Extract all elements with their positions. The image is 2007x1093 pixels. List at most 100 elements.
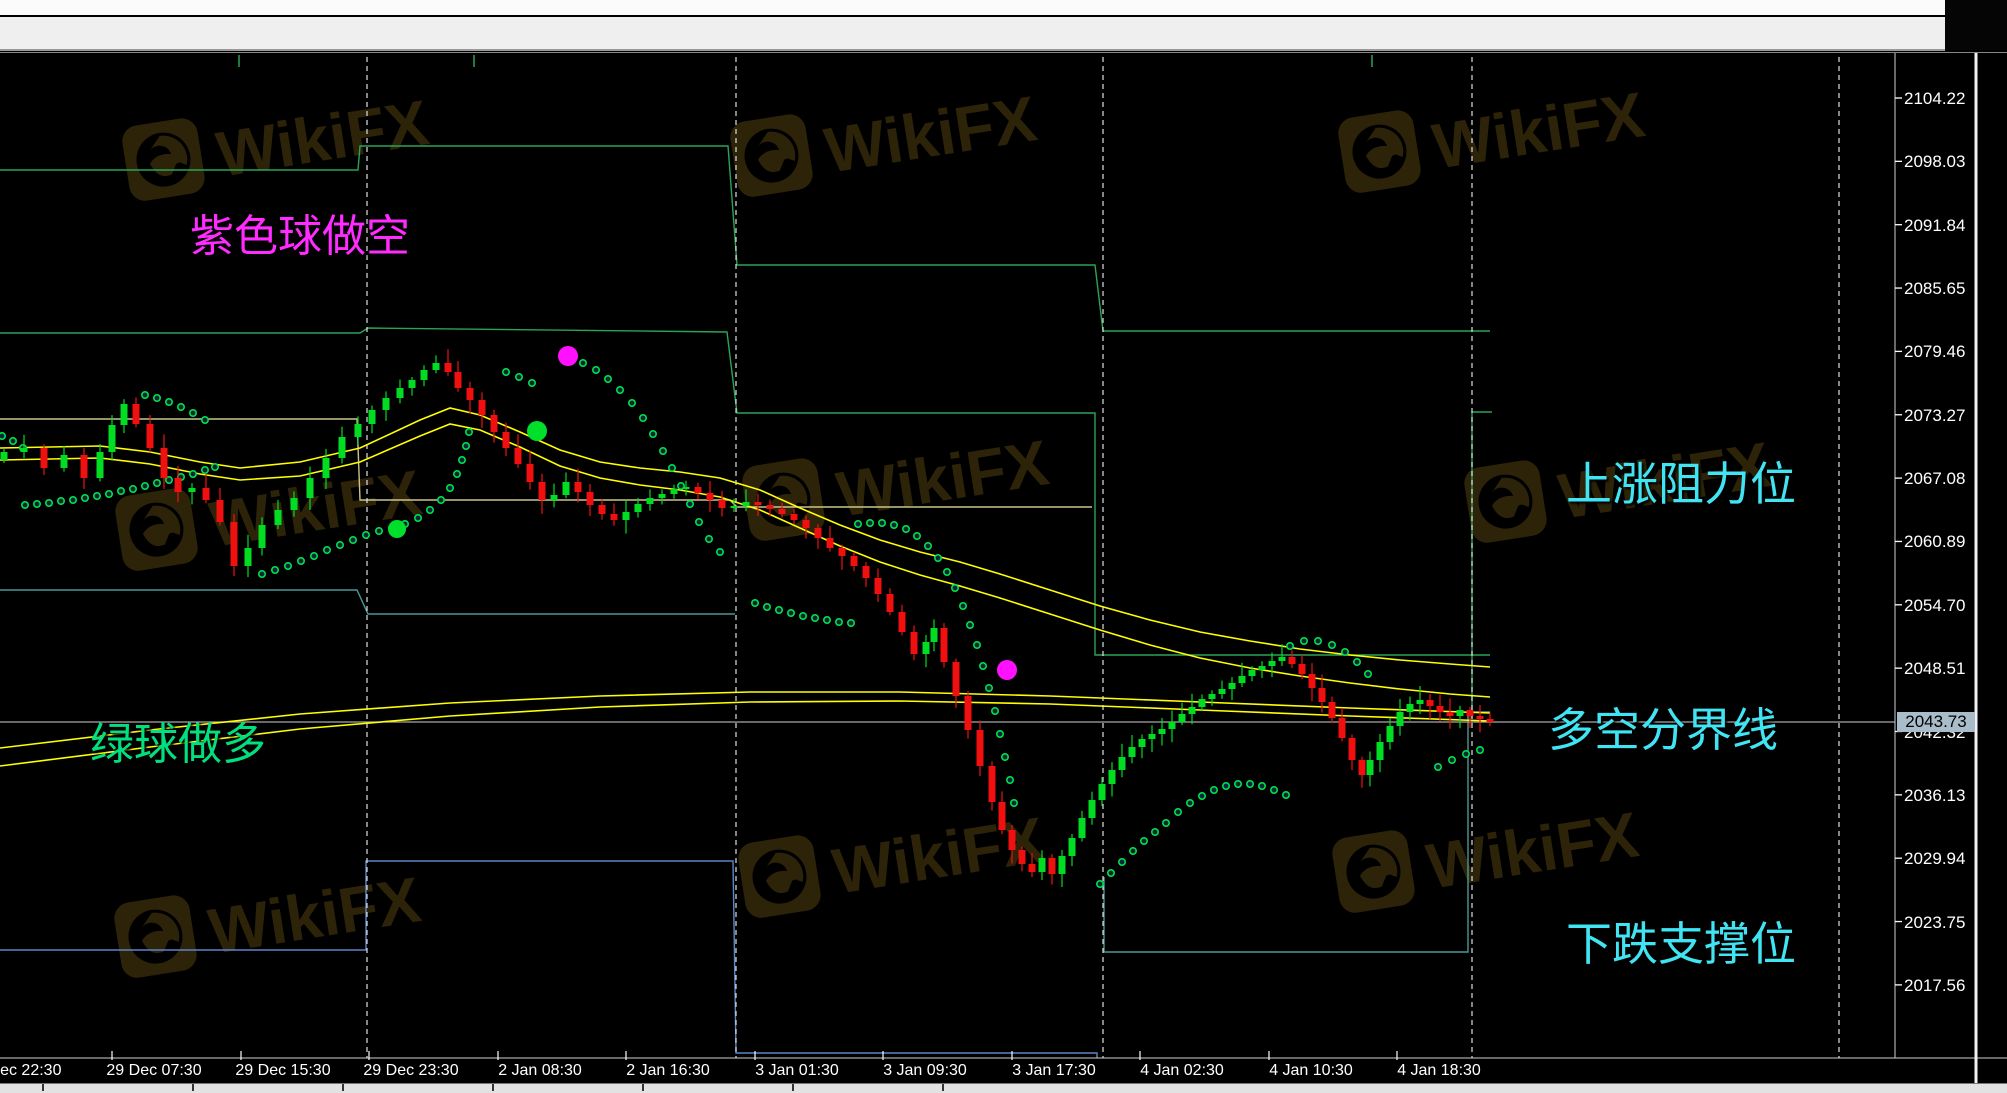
sar-dot xyxy=(603,374,612,383)
price-axis-label: 2036.13 xyxy=(1904,785,1966,805)
sar-dot xyxy=(923,541,932,550)
candle-body xyxy=(586,492,594,505)
price-axis-label: 2054.70 xyxy=(1904,595,1966,615)
candle-body xyxy=(444,363,452,372)
candle-body xyxy=(1456,710,1464,716)
candle-body xyxy=(1328,702,1336,718)
annotation-buy-text: 绿球做多 xyxy=(90,719,266,770)
plot-area[interactable]: WikiFX WikiFX WikiFX WikiFX WikiFX WikiFX Wiki… xyxy=(0,55,2007,1058)
sar-dot xyxy=(591,365,600,374)
candle-body xyxy=(290,498,298,510)
wikifx-watermark: WikiFX xyxy=(122,86,434,201)
sar-dot xyxy=(361,530,370,539)
candle-body xyxy=(454,372,462,388)
candle-body xyxy=(132,404,140,424)
sar-dot xyxy=(715,547,724,556)
candle-body xyxy=(1048,858,1056,874)
sar-dot xyxy=(1151,827,1160,836)
sell-ball-2 xyxy=(997,660,1017,680)
candle-body xyxy=(1358,760,1366,775)
box-line-blue-bottom-step xyxy=(0,860,1098,1058)
sar-dot xyxy=(1210,785,1219,794)
candle-body xyxy=(622,512,630,520)
candle-body xyxy=(80,455,88,478)
sar-dot xyxy=(638,413,647,422)
candle-body xyxy=(146,424,154,448)
ma-slow-2-line xyxy=(0,700,1491,767)
candle-body xyxy=(910,632,918,654)
ma-slow-1-line xyxy=(0,691,1491,749)
candle-body xyxy=(1426,700,1434,706)
candle-body xyxy=(274,510,282,525)
sar-dot xyxy=(950,583,959,592)
sar-dot xyxy=(846,618,855,627)
sar-dot xyxy=(865,518,874,527)
sar-dot xyxy=(32,499,41,508)
candle-body xyxy=(60,455,68,468)
wikifx-watermark-text: WikiFX xyxy=(204,863,426,967)
candle-body xyxy=(1128,747,1136,757)
annotation-resistance-text: 上涨阻力位 xyxy=(1566,457,1796,511)
time-axis-label: 2 Jan 08:30 xyxy=(498,1062,582,1079)
candle-body xyxy=(1198,699,1206,707)
sar-dot xyxy=(1005,775,1014,784)
wikifx-watermark-text: WikiFX xyxy=(828,803,1050,907)
chart-top-border xyxy=(0,52,2007,53)
sar-dot xyxy=(853,519,862,528)
sar-dot xyxy=(615,385,624,394)
sar-dot xyxy=(1246,779,1255,788)
candle-body xyxy=(1386,726,1394,742)
sar-dot xyxy=(658,446,667,455)
time-axis-label: 29 Dec 07:30 xyxy=(106,1062,202,1079)
candle-body xyxy=(1258,666,1266,670)
sar-dot xyxy=(834,617,843,626)
candle-body xyxy=(354,424,362,437)
sar-dot xyxy=(1198,791,1207,800)
time-axis-label: 4 Jan 02:30 xyxy=(1140,1062,1224,1079)
candle-body xyxy=(862,566,870,578)
sar-dot xyxy=(117,486,126,495)
sar-dot xyxy=(1341,647,1350,656)
candle-body xyxy=(1078,818,1086,838)
candle-body xyxy=(886,594,894,612)
window-top-strip xyxy=(0,0,1945,15)
sar-dot xyxy=(461,441,470,450)
sar-dot xyxy=(141,481,150,490)
candle-body xyxy=(230,522,238,566)
sar-dot xyxy=(578,358,587,367)
candle-body xyxy=(550,495,558,500)
time-axis-label: 3 Jan 01:30 xyxy=(755,1062,839,1079)
sar-dot xyxy=(1270,785,1279,794)
sar-dot xyxy=(0,432,6,440)
sar-dot xyxy=(1162,818,1171,827)
candle-body xyxy=(1446,712,1454,716)
candle-body xyxy=(706,493,714,500)
annotation-midline-text: 多空分界线 xyxy=(1548,703,1778,757)
candle-body xyxy=(1098,784,1106,800)
price-axis-label: 2060.89 xyxy=(1904,532,1966,552)
window-title-bar[interactable] xyxy=(0,17,1945,51)
candle-body xyxy=(922,642,930,654)
sar-dot xyxy=(165,397,174,406)
candle-body xyxy=(502,432,510,448)
wikifx-watermark-text: WikiFX xyxy=(212,86,434,190)
candle-body xyxy=(730,506,738,508)
candle-body xyxy=(1088,800,1096,818)
wikifx-watermark-text: WikiFX xyxy=(832,426,1054,530)
sar-dot xyxy=(750,598,759,607)
candle-body xyxy=(1268,661,1276,666)
sar-dot xyxy=(309,551,318,560)
candle-body xyxy=(0,452,8,460)
sar-dot xyxy=(201,465,210,474)
ma-fast-1-line xyxy=(0,407,1491,668)
wikifx-watermark xyxy=(1962,311,2007,450)
sar-dot xyxy=(270,565,279,574)
bottom-scroll-strip[interactable] xyxy=(0,1083,2007,1093)
sar-dot xyxy=(1140,836,1149,845)
candle-body xyxy=(432,363,440,370)
candle-body xyxy=(1058,856,1066,874)
sar-dot xyxy=(822,615,831,624)
sar-dot xyxy=(153,393,162,402)
